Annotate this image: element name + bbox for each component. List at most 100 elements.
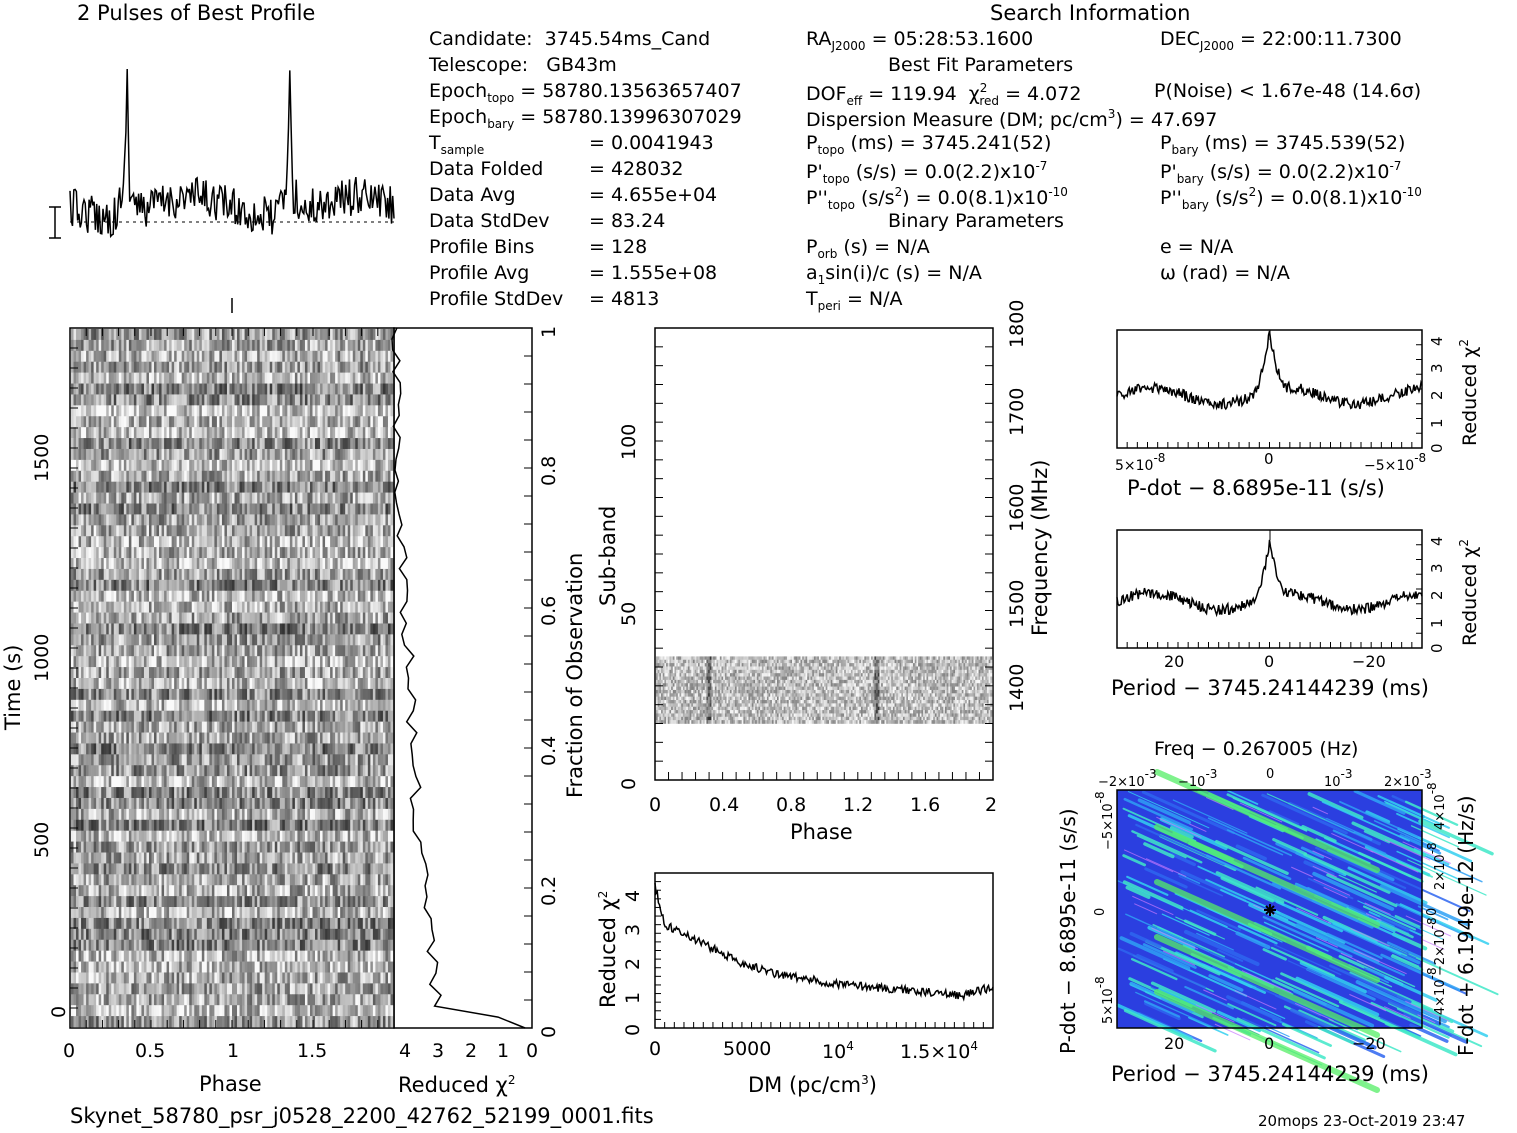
- time-phase-cell: [128, 329, 132, 341]
- time-phase-cell: [161, 558, 165, 570]
- time-phase-cell: [71, 721, 74, 733]
- time-phase-cell: [78, 547, 82, 559]
- time-phase-cell: [340, 438, 343, 450]
- time-phase-cell: [169, 514, 172, 526]
- time-phase-cell: [179, 623, 182, 635]
- time-phase-cell: [292, 699, 296, 712]
- time-phase-cell: [161, 699, 165, 712]
- time-phase-cell: [325, 645, 328, 657]
- time-phase-cell: [156, 394, 160, 406]
- time-phase-cell: [370, 634, 374, 646]
- time-phase-cell: [179, 612, 182, 624]
- time-phase-cell: [294, 427, 298, 439]
- time-phase-cell: [372, 339, 376, 352]
- time-phase-cell: [76, 699, 79, 712]
- time-phase-cell: [154, 678, 157, 690]
- time-phase-cell: [199, 339, 203, 352]
- time-phase-cell: [380, 427, 384, 439]
- time-phase-cell: [242, 558, 245, 570]
- time-phase-cell: [337, 623, 341, 635]
- time-phase-cell: [133, 656, 137, 668]
- time-phase-cell: [151, 438, 155, 450]
- time-phase-cell: [128, 656, 132, 668]
- time-phase-cell: [226, 612, 230, 624]
- time-phase-cell: [262, 743, 266, 755]
- time-phase-cell: [211, 558, 215, 570]
- time-phase-cell: [93, 612, 97, 624]
- time-phase-cell: [269, 710, 273, 722]
- time-phase-cell: [370, 699, 374, 712]
- time-phase-cell: [166, 678, 170, 690]
- time-phase-cell: [380, 350, 384, 363]
- time-phase-cell: [91, 438, 94, 450]
- time-phase-cell: [204, 667, 208, 679]
- time-phase-cell: [340, 459, 343, 472]
- time-phase-cell: [279, 688, 283, 701]
- time-phase-cell: [234, 579, 238, 592]
- time-phase-cell: [96, 667, 99, 679]
- time-phase-cell: [272, 590, 276, 602]
- time-phase-cell: [259, 634, 263, 646]
- time-phase-cell: [347, 448, 351, 461]
- time-phase-cell: [166, 459, 170, 472]
- time-phase-cell: [121, 699, 125, 712]
- time-phase-cell: [116, 678, 120, 690]
- time-phase-cell: [159, 547, 162, 559]
- time-phase-cell: [304, 558, 308, 570]
- time-phase-cell: [156, 459, 160, 472]
- time-phase-cell: [186, 623, 190, 635]
- time-phase-cell: [259, 416, 263, 428]
- time-phase-cell: [232, 416, 235, 428]
- time-phase-cell: [299, 590, 303, 602]
- time-phase-cell: [304, 492, 308, 504]
- time-phase-cell: [350, 448, 354, 461]
- time-phase-cell: [81, 579, 84, 592]
- time-phase-cell: [181, 579, 185, 592]
- time-phase-cell: [126, 536, 130, 548]
- time-phase-cell: [83, 405, 87, 417]
- time-phase-cell: [226, 721, 230, 733]
- time-phase-cell: [91, 361, 94, 373]
- time-phase-cell: [259, 590, 263, 602]
- time-phase-cell: [118, 699, 122, 712]
- time-phase-cell: [282, 645, 286, 657]
- time-phase-cell: [138, 699, 142, 712]
- time-phase-cell: [279, 710, 283, 722]
- time-phase-cell: [292, 667, 296, 679]
- time-phase-cell: [71, 481, 74, 493]
- time-phase-cell: [103, 492, 107, 504]
- time-phase-cell: [390, 383, 394, 395]
- time-phase-cell: [143, 481, 147, 493]
- time-phase-cell: [362, 721, 366, 733]
- time-phase-cell: [309, 547, 313, 559]
- time-phase-cell: [284, 470, 288, 482]
- time-phase-cell: [116, 547, 120, 559]
- time-phase-cell: [277, 405, 281, 417]
- time-phase-cell: [159, 514, 162, 526]
- time-phase-cell: [141, 525, 145, 537]
- time-phase-cell: [199, 427, 203, 439]
- time-phase-cell: [247, 656, 250, 668]
- time-phase-cell: [164, 361, 167, 373]
- time-phase-cell: [83, 481, 87, 493]
- time-phase-cell: [128, 645, 132, 657]
- time-phase-cell: [272, 568, 276, 581]
- time-phase-cell: [259, 721, 263, 733]
- time-phase-cell: [128, 350, 132, 363]
- time-phase-cell: [320, 656, 323, 668]
- time-phase-cell: [335, 481, 338, 493]
- time-phase-cell: [123, 459, 127, 472]
- time-phase-cell: [136, 699, 140, 712]
- time-phase-cell: [179, 405, 182, 417]
- time-phase-cell: [121, 416, 125, 428]
- time-phase-cell: [219, 743, 223, 755]
- time-phase-cell: [108, 503, 112, 515]
- time-phase-cell: [219, 547, 223, 559]
- time-phase-cell: [209, 339, 213, 352]
- time-phase-cell: [226, 350, 230, 363]
- time-phase-cell: [229, 383, 233, 395]
- time-phase-cell: [111, 492, 115, 504]
- time-phase-cell: [272, 481, 276, 493]
- time-phase-cell: [103, 645, 107, 657]
- time-phase-cell: [315, 645, 318, 657]
